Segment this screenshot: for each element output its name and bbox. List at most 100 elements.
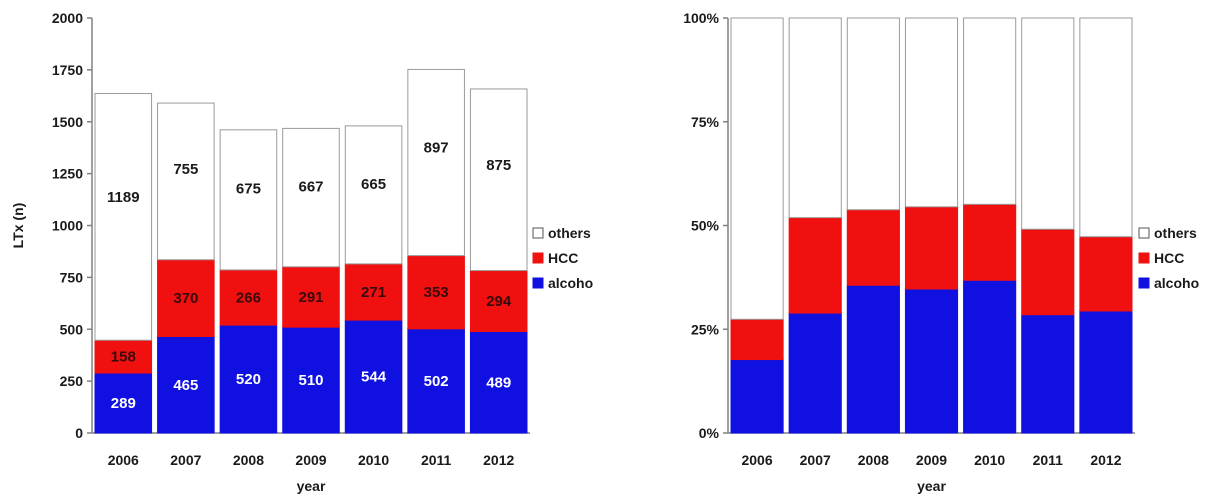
data-label-alcohol: 502 — [424, 373, 449, 390]
chart-absolute-counts: 0 250 500 750 1000 1250 1500 1750 2000 289 158 1189… — [10, 10, 593, 494]
bar-alcohol — [904, 288, 959, 434]
y-tick-label: 75% — [691, 114, 720, 130]
x-tick-label: 2009 — [295, 452, 326, 468]
bar-alcohol — [846, 284, 900, 434]
bar-others — [1021, 17, 1075, 230]
data-label-alcohol: 510 — [298, 372, 323, 389]
data-label-HCC: 271 — [361, 284, 386, 301]
data-label-HCC: 266 — [236, 290, 261, 307]
legend-label: HCC — [1154, 250, 1184, 266]
legend-swatch-2 — [532, 277, 544, 289]
bar-alcohol — [157, 336, 215, 434]
x-tick-label: 2010 — [974, 452, 1005, 468]
legend-label: others — [1154, 225, 1197, 241]
data-label-others: 675 — [236, 181, 261, 198]
legend-swatch-2 — [1138, 277, 1150, 289]
legend-swatch-1 — [532, 252, 544, 264]
x-tick-label: 2006 — [108, 452, 139, 468]
data-label-HCC: 291 — [298, 289, 323, 306]
bar-HCC — [904, 206, 959, 290]
bar-HCC — [846, 209, 900, 286]
data-label-others: 755 — [173, 161, 198, 178]
y-tick-label: 0 — [75, 425, 83, 441]
y-tick-label: 750 — [60, 269, 84, 285]
x-tick-label: 2007 — [800, 452, 831, 468]
y-tick-label: 1250 — [52, 166, 83, 182]
bar-HCC — [963, 203, 1017, 281]
data-label-others: 667 — [298, 179, 323, 196]
x-tick-label: 2010 — [358, 452, 389, 468]
y-tick-label: 1500 — [52, 114, 83, 130]
bar-alcohol — [344, 319, 403, 434]
bar-alcohol — [963, 279, 1017, 434]
bar-others — [94, 93, 153, 341]
bar-alcohol — [469, 331, 528, 434]
y-tick-label: 100% — [683, 10, 719, 26]
bar-alcohol — [1021, 314, 1075, 434]
legend-swatch-1 — [1138, 252, 1150, 264]
bar-others — [219, 129, 278, 271]
data-label-alcohol: 289 — [111, 395, 136, 412]
bar-others — [1079, 17, 1133, 238]
data-label-others: 897 — [424, 140, 449, 157]
data-label-HCC: 294 — [486, 293, 512, 310]
x-tick-label: 2007 — [170, 452, 201, 468]
y-tick-label: 250 — [60, 373, 84, 389]
bar-HCC — [407, 255, 465, 330]
bar-alcohol — [788, 312, 842, 434]
data-label-others: 875 — [486, 157, 511, 174]
legend-label: others — [548, 225, 591, 241]
bar-alcohol — [730, 359, 784, 434]
legend-label: alcoho — [1154, 275, 1199, 291]
x-tick-label: 2009 — [916, 452, 947, 468]
bar-alcohol — [407, 328, 465, 434]
legend-label: HCC — [548, 250, 578, 266]
x-axis-title: year — [297, 478, 326, 494]
legend-swatch-0 — [1138, 227, 1150, 239]
x-tick-label: 2011 — [421, 452, 452, 468]
legend-swatch-0 — [532, 227, 544, 239]
bar-alcohol — [1079, 310, 1133, 434]
y-tick-label: 2000 — [52, 10, 83, 26]
y-tick-label: 1000 — [52, 218, 83, 234]
chart-percentages: 0% 25% 50% 75% 100% 2006 2007 2008 2009 2010 2011 2… — [683, 10, 1199, 494]
data-label-HCC: 158 — [111, 349, 136, 366]
bar-others — [469, 88, 528, 272]
bar-HCC — [788, 217, 842, 314]
x-tick-label: 2012 — [1090, 452, 1121, 468]
bar-alcohol — [94, 372, 153, 434]
data-label-HCC: 370 — [173, 290, 198, 307]
data-label-HCC: 353 — [424, 284, 449, 301]
bar-HCC — [157, 259, 215, 338]
bar-HCC — [1079, 236, 1133, 312]
data-label-alcohol: 520 — [236, 371, 261, 388]
bar-others — [344, 125, 403, 265]
x-tick-label: 2011 — [1033, 452, 1064, 468]
bar-alcohol — [219, 324, 278, 434]
bar-HCC — [730, 318, 784, 361]
bar-others — [157, 102, 215, 261]
legend-label: alcoho — [548, 275, 593, 291]
bar-others — [904, 17, 959, 208]
bar-others — [282, 127, 340, 268]
bar-HCC — [344, 263, 403, 321]
bar-others — [963, 17, 1017, 205]
bar-others — [788, 17, 842, 219]
data-label-alcohol: 465 — [173, 377, 198, 394]
data-label-alcohol: 489 — [486, 374, 511, 391]
bar-others — [730, 17, 784, 320]
y-axis-title: LTx (n) — [10, 203, 26, 249]
y-tick-label: 50% — [691, 218, 720, 234]
data-label-alcohol: 544 — [361, 369, 387, 386]
y-tick-label: 500 — [60, 321, 84, 337]
bar-HCC — [1021, 228, 1075, 316]
data-label-others: 665 — [361, 176, 386, 193]
x-tick-label: 2008 — [858, 452, 889, 468]
bar-others — [846, 17, 900, 211]
x-tick-label: 2012 — [483, 452, 514, 468]
x-tick-label: 2006 — [741, 452, 772, 468]
y-tick-label: 25% — [691, 321, 720, 337]
x-tick-label: 2008 — [233, 452, 264, 468]
y-tick-label: 0% — [699, 425, 720, 441]
y-tick-label: 1750 — [52, 62, 83, 78]
